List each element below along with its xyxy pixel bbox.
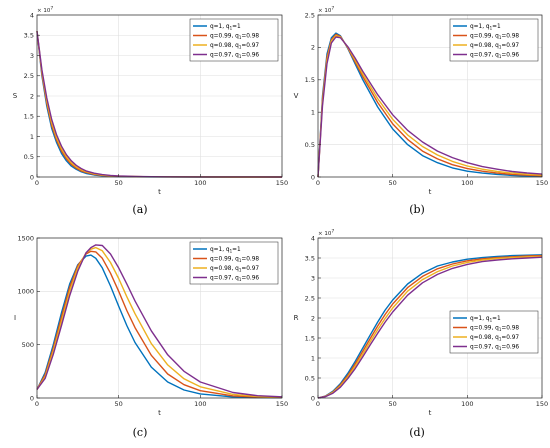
axes-box [36, 237, 283, 399]
legend-label: q=0.97, q1=0.96 [470, 345, 519, 352]
series-line [36, 250, 283, 399]
y-tick-label: 0 [30, 173, 34, 181]
y-axis-label: I [14, 314, 16, 322]
panel-caption: (a) [132, 203, 147, 216]
legend: q=1, q1=1 q=0.99, q1=0.98 q=0.98, q1=0.97 q… [189, 241, 279, 285]
y-axis-label: V [294, 92, 299, 100]
y-tick-label: 0.5 [305, 141, 315, 149]
x-tick-label: 100 [194, 400, 206, 408]
x-tick-label: 0 [316, 179, 320, 187]
panel-caption: (d) [409, 426, 425, 439]
chart-panel-b: 0 50 100 150 0 0.5 1 1.5 2 2.5 t V × 107 q=1, q1=1 q=0… [294, 6, 549, 217]
y-tick-label: 1 [311, 109, 315, 117]
y-tick-label: 2.5 [305, 11, 315, 19]
axis-exponent: × 107 [318, 229, 334, 238]
x-tick-label: 50 [115, 400, 123, 408]
series-line [317, 256, 543, 399]
series-line [317, 33, 543, 178]
y-axis-label: S [13, 92, 18, 100]
legend-label: q=0.97, q1=0.96 [210, 53, 259, 60]
chart-panel-a: 0 50 100 150 0 0.5 1 1.5 2 2.5 3 3.5 4 t S × 107 q=1, q1… [13, 6, 288, 217]
y-tick-label: 2 [311, 314, 315, 322]
legend: q=1, q1=1 q=0.99, q1=0.98 q=0.98, q1=0.97 q… [449, 310, 539, 354]
y-tick-label: 2.5 [305, 294, 315, 302]
x-tick-label: 150 [276, 179, 288, 187]
x-axis-label: t [429, 409, 432, 417]
y-tick-label: 3.5 [305, 254, 315, 262]
chart-panel-d: 0 50 100 150 0 0.5 1 1.5 2 2.5 3 3.5 4 t R × 107 q=1, q1… [294, 229, 549, 440]
legend-label: q=1, q1=1 [470, 316, 501, 323]
y-tick-label: 0 [311, 394, 315, 402]
series-line [317, 35, 543, 178]
x-tick-label: 50 [389, 179, 397, 187]
y-tick-label: 3.5 [24, 32, 34, 40]
panel-caption: (c) [133, 426, 148, 439]
series-line [36, 244, 283, 398]
legend-label: q=0.99, q1=0.98 [470, 326, 519, 333]
y-tick-label: 1.5 [24, 113, 34, 121]
x-axis-label: t [429, 188, 432, 196]
y-tick-label: 1.5 [305, 334, 315, 342]
axis-exponent: × 107 [318, 6, 334, 15]
x-tick-label: 0 [35, 179, 39, 187]
series-line [317, 36, 543, 178]
y-tick-label: 4 [311, 234, 315, 242]
axis-exponent: × 107 [37, 6, 53, 15]
y-tick-label: 1 [311, 354, 315, 362]
y-tick-label: 1 [30, 133, 34, 141]
legend-label: q=1, q1=1 [470, 24, 501, 31]
legend-label: q=0.98, q1=0.97 [210, 43, 259, 50]
legend: q=1, q1=1 q=0.99, q1=0.98 q=0.98, q1=0.97 q… [189, 18, 279, 62]
y-tick-label: 1500 [17, 234, 34, 242]
x-tick-label: 50 [389, 400, 397, 408]
series-line [317, 254, 543, 399]
series-line [36, 254, 283, 399]
y-tick-label: 1.5 [305, 76, 315, 84]
x-tick-label: 50 [115, 179, 123, 187]
x-axis-label: t [158, 188, 161, 196]
axes-box [317, 14, 543, 178]
legend-label: q=1, q1=1 [210, 24, 241, 31]
panel-caption: (b) [409, 203, 425, 216]
legend-label: q=0.97, q1=0.96 [470, 53, 519, 60]
y-axis-label: R [294, 314, 299, 322]
x-tick-label: 150 [276, 400, 288, 408]
y-tick-label: 4 [30, 11, 34, 19]
legend: q=1, q1=1 q=0.99, q1=0.98 q=0.98, q1=0.97 q… [449, 18, 539, 62]
y-tick-label: 2 [311, 44, 315, 52]
y-tick-label: 3 [311, 274, 315, 282]
legend-label: q=0.99, q1=0.98 [210, 34, 259, 41]
x-tick-label: 150 [536, 179, 548, 187]
y-tick-label: 0 [311, 173, 315, 181]
legend-label: q=1, q1=1 [210, 247, 241, 254]
x-tick-label: 0 [316, 400, 320, 408]
y-tick-label: 0 [30, 394, 34, 402]
x-tick-label: 0 [35, 400, 39, 408]
y-tick-label: 500 [22, 341, 34, 349]
series-line [317, 32, 543, 178]
series-line [317, 254, 543, 399]
y-tick-label: 2 [30, 92, 34, 100]
x-tick-label: 150 [536, 400, 548, 408]
legend-label: q=0.98, q1=0.97 [470, 43, 519, 50]
y-tick-label: 0.5 [305, 374, 315, 382]
y-tick-label: 2.5 [24, 72, 34, 80]
legend-label: q=0.99, q1=0.98 [210, 257, 259, 264]
x-axis-label: t [158, 409, 161, 417]
series-line [36, 246, 283, 398]
legend-label: q=0.97, q1=0.96 [210, 276, 259, 283]
y-tick-label: 3 [30, 52, 34, 60]
legend-label: q=0.99, q1=0.98 [470, 34, 519, 41]
x-tick-label: 100 [194, 179, 206, 187]
legend-label: q=0.98, q1=0.97 [470, 335, 519, 342]
x-tick-label: 100 [461, 179, 473, 187]
y-tick-label: 0.5 [24, 153, 34, 161]
y-tick-label: 1000 [17, 288, 34, 296]
legend-label: q=0.98, q1=0.97 [210, 266, 259, 273]
x-tick-label: 100 [461, 400, 473, 408]
series-line [317, 255, 543, 399]
